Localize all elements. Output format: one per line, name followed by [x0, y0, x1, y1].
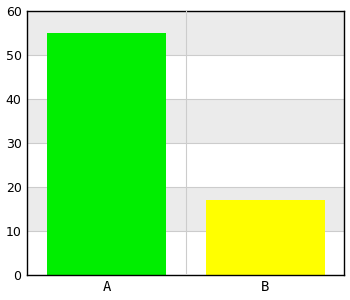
Bar	[47, 33, 166, 275]
Bar	[27, 187, 344, 231]
Bar	[27, 99, 344, 143]
Bar	[205, 200, 324, 275]
Bar	[27, 143, 344, 187]
Bar	[27, 11, 344, 55]
Bar	[27, 55, 344, 99]
Bar	[27, 231, 344, 275]
